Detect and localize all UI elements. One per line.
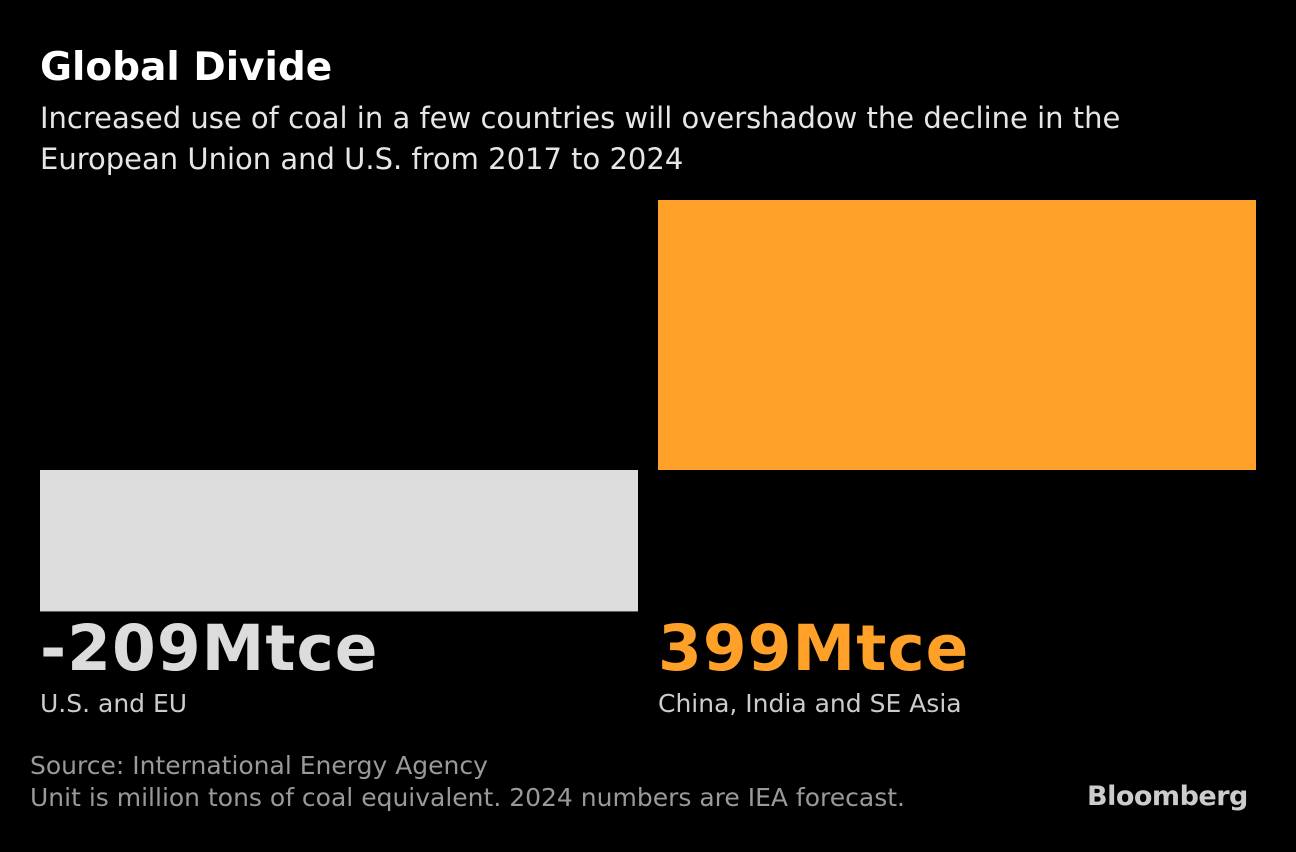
chart-title: Global Divide [40,45,333,90]
bar-china-india-se-asia [658,200,1256,470]
category-label-china-india-se-asia: China, India and SE Asia [658,689,962,718]
value-label-china-india-se-asia: 399Mtce [658,612,970,685]
value-label-us-eu: -209Mtce [40,612,379,685]
bar-us-eu [40,470,638,612]
chart-subtitle: Increased use of coal in a few countries… [40,101,1121,176]
category-label-us-eu: U.S. and EU [40,689,188,718]
unit-note: Unit is million tons of coal equivalent.… [30,783,905,812]
bloomberg-logo: Bloomberg [1087,781,1248,812]
source-note: Source: International Energy Agency [30,751,488,780]
